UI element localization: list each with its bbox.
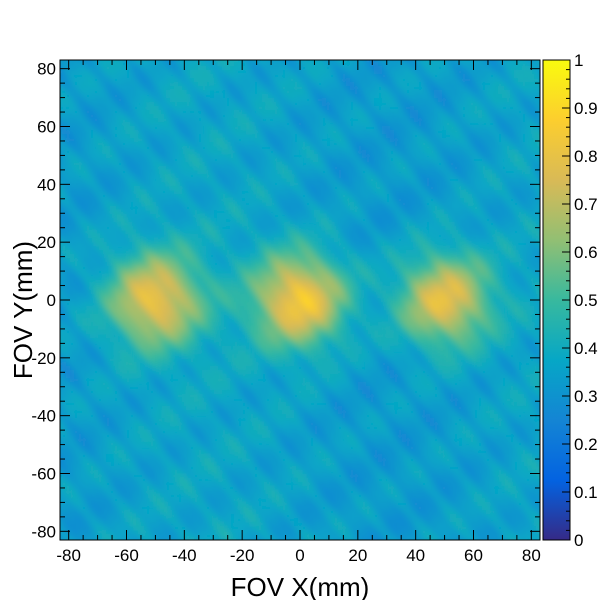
y-tick-label: 40 — [37, 175, 56, 194]
x-tick-label: 80 — [522, 546, 541, 565]
x-tick-label: 60 — [464, 546, 483, 565]
y-tick-label: 80 — [37, 60, 56, 79]
x-tick-label: -60 — [114, 546, 139, 565]
x-tick-label: -80 — [56, 546, 81, 565]
y-tick-label: -20 — [31, 349, 56, 368]
y-tick-label: 20 — [37, 233, 56, 252]
y-axis-title: FOV Y(mm) — [8, 241, 38, 379]
colorbar-tick-label: 0.4 — [574, 339, 598, 358]
colorbar-tick-label: 0.2 — [574, 435, 598, 454]
y-tick-label: 60 — [37, 118, 56, 137]
colorbar-tick-label: 0.5 — [574, 291, 598, 310]
y-tick-label: -60 — [31, 464, 56, 483]
colorbar-axis: 0 0.1 0.2 0.3 0.4 0.5 0.6 0.7 0.8 0.9 1 — [562, 51, 598, 550]
y-tick-label: -40 — [31, 407, 56, 426]
x-tick-label: -40 — [172, 546, 197, 565]
colorbar-tick-label: 0.6 — [574, 243, 598, 262]
x-tick-label: -20 — [230, 546, 255, 565]
colorbar-tick-label: 0.3 — [574, 387, 598, 406]
colorbar-tick-label: 0.1 — [574, 483, 598, 502]
x-axis: -80 -60 -40 -20 0 20 40 60 80 — [56, 60, 541, 565]
colorbar-tick-label: 0.9 — [574, 99, 598, 118]
x-tick-label: 20 — [348, 546, 367, 565]
colorbar-tick-label: 0 — [574, 531, 583, 550]
heatmap-image — [60, 60, 540, 540]
x-tick-label: 40 — [406, 546, 425, 565]
x-axis-title: FOV X(mm) — [231, 572, 370, 600]
colorbar-tick-label: 0.8 — [574, 147, 598, 166]
y-tick-label: -80 — [31, 522, 56, 541]
y-axis: -80 -60 -40 -20 0 20 40 60 80 — [31, 60, 540, 541]
colorbar-tick-label: 0.7 — [574, 195, 598, 214]
x-tick-label: 0 — [295, 546, 304, 565]
colorbar-tick-label: 1 — [574, 51, 583, 70]
y-tick-label: 0 — [47, 291, 56, 310]
